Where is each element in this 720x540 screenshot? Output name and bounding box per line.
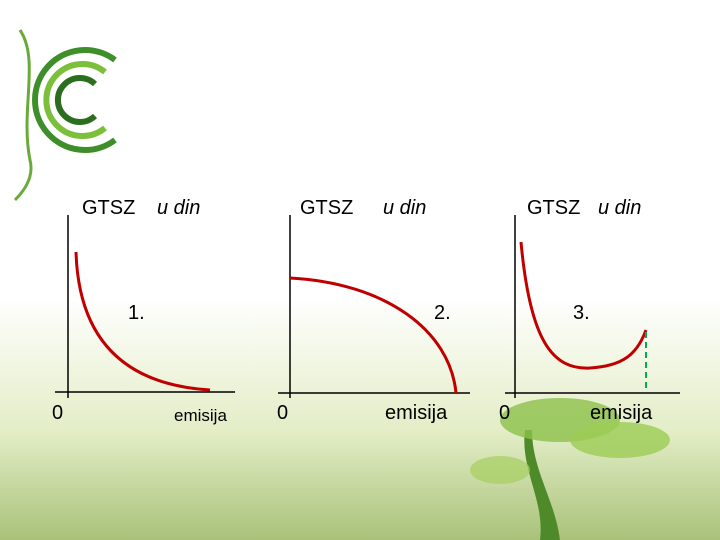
curve — [289, 276, 458, 394]
curve — [519, 241, 648, 370]
graph-2: GTSZ u din 2. 0 emisija — [277, 197, 470, 424]
graph-3: GTSZ u din 3. 0 emisija — [499, 197, 680, 424]
y-label: GTSZ — [300, 197, 353, 219]
y-label: GTSZ — [527, 197, 580, 219]
logo — [13, 29, 117, 202]
x-label: emisija — [385, 402, 448, 424]
graph-1: GTSZ u din 1. 0 emisija — [52, 197, 235, 425]
y-unit: u din — [157, 197, 200, 219]
number: 3. — [573, 302, 590, 324]
origin: 0 — [499, 402, 510, 424]
x-label: emisija — [590, 402, 653, 424]
origin: 0 — [277, 402, 288, 424]
y-unit: u din — [383, 197, 426, 219]
y-unit: u din — [598, 197, 641, 219]
number: 1. — [128, 302, 145, 324]
curve — [74, 251, 211, 392]
x-label: emisija — [174, 406, 227, 425]
origin: 0 — [52, 402, 63, 424]
y-label: GTSZ — [82, 197, 135, 219]
tree — [470, 398, 670, 540]
number: 2. — [434, 302, 451, 324]
